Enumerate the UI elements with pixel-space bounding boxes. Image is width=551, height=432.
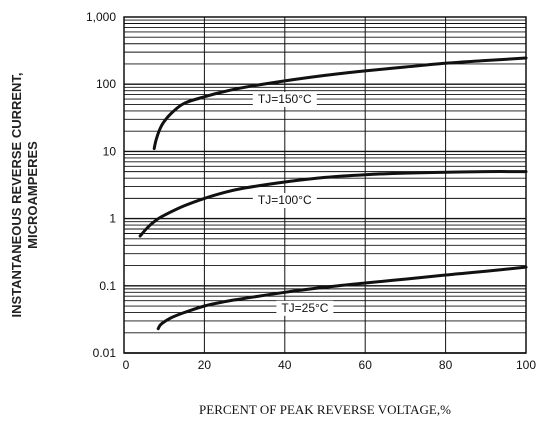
x-tick-label: 100 xyxy=(516,358,536,372)
x-tick-label: 0 xyxy=(123,358,130,372)
plot-frame xyxy=(123,16,527,354)
y-axis-label-line2: MICROAMPERES xyxy=(25,141,40,249)
series-line xyxy=(152,56,528,151)
y-tick-label: 10 xyxy=(103,144,117,158)
series-label-background xyxy=(276,300,334,316)
y-tick-label: 0.01 xyxy=(93,346,117,360)
y-tick-labels: 0.01 0.1 1 10 100 1,000 xyxy=(86,10,116,360)
series-line xyxy=(156,265,528,331)
x-axis-label: PERCENT OF PEAK REVERSE VOLTAGE,% xyxy=(199,402,451,417)
x-tick-label: 40 xyxy=(278,358,292,372)
series-label-background xyxy=(252,193,317,209)
x-tick-label: 60 xyxy=(359,358,373,372)
y-tick-label: 1,000 xyxy=(86,10,116,24)
x-tick-labels: 0 20 40 60 80 100 xyxy=(123,358,537,372)
series-label: TJ=25°C xyxy=(281,301,328,315)
series-curves: TJ=150°C TJ=100°C TJ=25°C xyxy=(138,56,528,331)
y-tick-label: 1 xyxy=(109,212,116,226)
series-label: TJ=100°C xyxy=(258,193,312,207)
y-tick-label: 0.1 xyxy=(99,279,116,293)
series-label-background xyxy=(252,91,317,107)
series-line xyxy=(138,170,528,238)
x-tick-label: 20 xyxy=(198,358,212,372)
x-tick-label: 80 xyxy=(439,358,453,372)
y-tick-label: 100 xyxy=(96,77,116,91)
series-label: TJ=150°C xyxy=(258,92,312,106)
y-axis-label-line1: INSTANTANEOUS REVERSE CURRENT, xyxy=(9,72,24,317)
